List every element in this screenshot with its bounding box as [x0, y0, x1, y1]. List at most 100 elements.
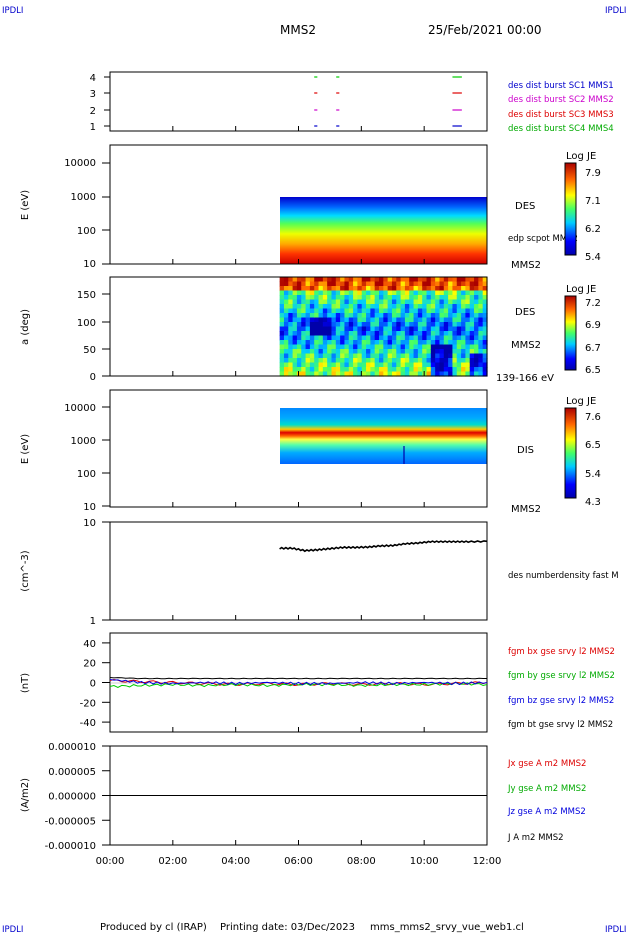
pitch-cell — [314, 317, 320, 323]
pitch-cell — [340, 344, 346, 350]
pitch-cell — [413, 295, 419, 301]
pitch-cell — [461, 353, 467, 359]
pitch-cell — [361, 340, 367, 346]
pitch-cell — [443, 290, 449, 296]
pitch-cell — [366, 299, 371, 305]
pitch-cell — [309, 344, 315, 350]
pitch-cell — [400, 308, 406, 314]
pitch-cell — [426, 299, 432, 305]
pitch-cell — [279, 281, 285, 287]
pitch-cell — [391, 313, 397, 319]
pitch-cell — [314, 290, 320, 296]
pitch-cell — [318, 290, 324, 296]
y-tick-label: 100 — [77, 469, 96, 480]
pitch-cell — [374, 308, 380, 314]
pitch-cell — [283, 313, 289, 319]
pitch-cell — [353, 308, 359, 314]
pitch-cell — [448, 290, 454, 296]
pitch-cell — [435, 304, 441, 310]
pitch-cell — [301, 326, 307, 332]
pitch-cell — [482, 340, 488, 346]
pitch-cell — [322, 349, 328, 355]
pitch-cell — [417, 304, 423, 310]
pitch-cell — [374, 326, 380, 332]
pitch-cell — [443, 313, 449, 319]
pitch-cell — [361, 304, 367, 310]
pitch-cell — [409, 286, 415, 292]
pitch-cell — [409, 281, 415, 287]
pitch-cell — [474, 335, 479, 341]
pitch-cell — [340, 358, 346, 364]
pitch-cell — [443, 308, 449, 314]
pitch-cell — [465, 277, 471, 283]
y-tick-label: -0.000005 — [45, 816, 96, 827]
pitch-cell — [448, 304, 454, 310]
pitch-cell — [439, 290, 445, 296]
pitch-cell — [482, 313, 488, 319]
pitch-cell — [305, 277, 311, 283]
y-tick-label: 20 — [83, 659, 96, 670]
pitch-cell — [340, 367, 346, 373]
pitch-cell — [374, 362, 380, 368]
colorbar-tick: 7.6 — [585, 412, 601, 423]
pitch-cell — [400, 335, 406, 341]
pitch-cell — [474, 358, 479, 364]
pitch-cell — [404, 331, 410, 337]
pitch-cell — [348, 281, 354, 287]
pitch-cell — [296, 362, 302, 368]
pitch-cell — [296, 371, 302, 377]
pitch-cell — [348, 335, 354, 341]
panel-density-frame — [109, 521, 488, 621]
pitch-cell — [469, 362, 475, 368]
pitch-cell — [387, 308, 393, 314]
pitch-cell — [461, 308, 467, 314]
legend-jz: Jz gse A m2 MMS2 — [507, 807, 586, 817]
pitch-cell — [465, 358, 471, 364]
pitch-cell — [335, 335, 341, 341]
pitch-cell — [417, 349, 423, 355]
pitch-cell — [482, 331, 488, 337]
pitch-cell — [478, 304, 484, 310]
pitch-cell — [288, 344, 294, 350]
pitch-cell — [482, 358, 488, 364]
pitch-cell — [279, 313, 285, 319]
panel-burst-frame — [109, 71, 488, 132]
legend-bz: fgm bz gse srvy l2 MMS2 — [508, 696, 614, 706]
pitch-cell — [335, 304, 341, 310]
pitch-cell — [422, 322, 428, 328]
pitch-cell — [396, 331, 402, 337]
pitch-cell — [292, 344, 298, 350]
pitch-cell — [340, 304, 346, 310]
pitch-cell — [331, 322, 337, 328]
pitch-cell — [309, 313, 315, 319]
pitch-cell — [404, 371, 410, 377]
pitch-cell — [305, 371, 311, 377]
pitch-cell — [335, 299, 341, 305]
x-tick-label: 04:00 — [221, 856, 250, 867]
pitch-cell — [417, 340, 423, 346]
pitch-cell — [482, 349, 488, 355]
pitch-cell — [370, 299, 376, 305]
y-tick-label: 100 — [77, 226, 96, 237]
pitch-cell — [331, 286, 337, 292]
pitch-cell — [426, 286, 432, 292]
pitch-cell — [361, 281, 367, 287]
pitch-cell — [478, 326, 484, 332]
pitch-cell — [413, 358, 419, 364]
pitch-cell — [366, 308, 371, 314]
x-axis: 00:00 02:00 04:00 06:00 08:00 10:00 12:00 — [96, 126, 501, 867]
pitch-cell — [465, 367, 471, 373]
pitch-cell — [296, 358, 302, 364]
pitch-cell — [461, 277, 467, 283]
pitch-cell — [353, 335, 359, 341]
pitch-cell — [305, 326, 311, 332]
pitch-cell — [469, 290, 475, 296]
pitch-cell — [474, 295, 479, 301]
panel-des-pitch: 150 100 50 0 a (deg) DES MMS2 139-166 eV… — [20, 276, 601, 384]
pitch-cell — [443, 304, 449, 310]
pitch-cell — [456, 277, 462, 283]
pitch-cell — [422, 340, 428, 346]
pitch-cell — [322, 281, 328, 287]
pitch-cell — [391, 286, 397, 292]
pitch-cell — [361, 286, 367, 292]
